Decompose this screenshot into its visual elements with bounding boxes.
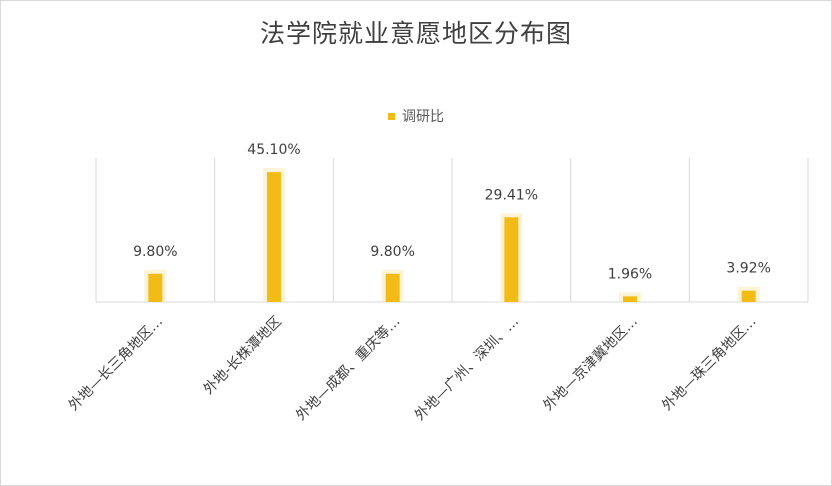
category-label: 外地—珠三角地区… xyxy=(659,314,759,414)
category-label: 外地—广州、深圳、… xyxy=(412,314,522,424)
data-label: 45.10% xyxy=(247,142,300,158)
data-label: 1.96% xyxy=(608,266,652,282)
data-label: 29.41% xyxy=(485,187,538,203)
category-label: 外地—长三角地区… xyxy=(66,314,166,414)
legend-label: 调研比 xyxy=(402,109,444,125)
bar xyxy=(385,273,400,302)
bar xyxy=(741,290,756,302)
bar xyxy=(267,172,281,302)
bar xyxy=(623,296,637,302)
data-label: 3.92% xyxy=(726,261,770,277)
category-label: 外地—成都、重庆等… xyxy=(292,313,403,424)
category-label: 外地—京津冀地区… xyxy=(540,314,640,414)
legend-swatch xyxy=(388,112,395,120)
bar xyxy=(504,217,519,302)
category-label: 外地-长株潭地区 xyxy=(200,313,285,398)
data-label: 9.80% xyxy=(133,244,177,260)
bar xyxy=(148,273,163,302)
chart-title: 法学院就业意愿地区分布图 xyxy=(259,19,572,48)
legend: 调研比 xyxy=(0,106,832,126)
data-label: 9.80% xyxy=(370,244,414,260)
